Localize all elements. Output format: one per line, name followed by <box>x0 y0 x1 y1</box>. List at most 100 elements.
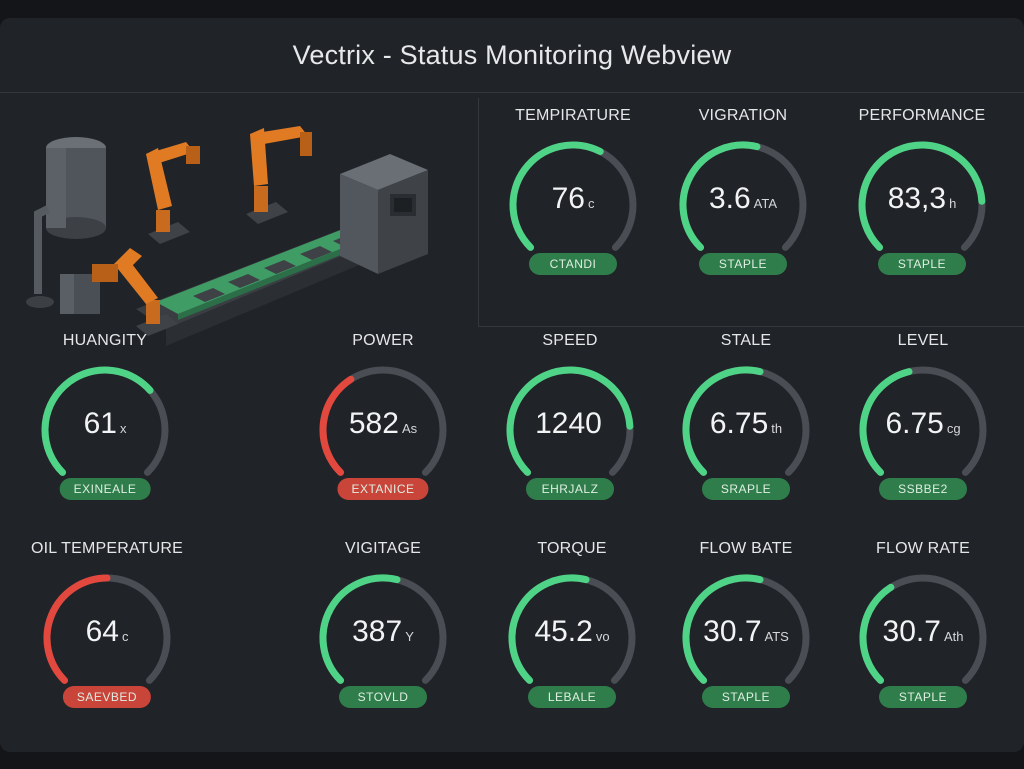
gauge-stale: STALE 6.75 th SRAPLE <box>656 332 836 532</box>
status-badge: SAEVBED <box>62 686 152 708</box>
status-badge: STAPLE <box>702 686 790 708</box>
gauge-vigitage: VIGITAGE 387 Y STOVLD <box>293 540 473 740</box>
gauge-torque: TORQUE 45.2 vo LEBALE <box>482 540 662 740</box>
gauge-fill <box>506 366 634 476</box>
press-machine <box>340 154 428 274</box>
gauge-label: VIGITAGE <box>345 540 421 557</box>
status-badge: EHRJALZ <box>526 478 614 500</box>
gauge-speed: SPEED 1240 EHRJALZ <box>480 332 660 532</box>
gauge-unit: ATA <box>753 196 778 211</box>
gauge-value: 45.2 <box>534 615 593 648</box>
gauge-value: 64 <box>85 615 119 648</box>
gauge-fill <box>319 574 401 684</box>
gauge-oil-temperature: OIL TEMPERATURE 64 c SAEVBED <box>17 540 197 740</box>
gauge-huangity: HUANGITY 61 x EXINEALE <box>15 332 195 532</box>
gauge-ring <box>506 366 634 476</box>
gauge-value: 83,3 <box>887 182 947 215</box>
window-title: Vectrix - Status Monitoring Webview <box>292 39 732 70</box>
gauge-unit: th <box>771 421 783 436</box>
gauge-unit: c <box>587 196 595 211</box>
factory-illustration <box>26 126 428 346</box>
gauge-label: TORQUE <box>537 540 607 557</box>
gauge-fill <box>682 366 764 476</box>
gauge-fill <box>858 141 986 251</box>
status-badge: STAPLE <box>878 253 966 275</box>
gauge-unit: x <box>119 421 127 436</box>
gauge-fill <box>319 375 355 476</box>
gauge-readout: 387 Y <box>293 615 473 649</box>
gauge-unit: c <box>121 629 129 644</box>
gauge-fill <box>509 141 604 251</box>
gauge-unit: vo <box>595 629 610 644</box>
gauge-fill <box>43 574 111 684</box>
gauge-ring <box>859 366 987 476</box>
window-header: Vectrix - Status Monitoring Webview <box>0 18 1024 93</box>
gauge-readout: 61 x <box>15 407 195 441</box>
gauge-readout: 76 c <box>483 182 663 216</box>
status-badge: SSBBE2 <box>879 478 967 500</box>
gauge-ring <box>41 366 169 476</box>
gauge-value: 6.75 <box>709 407 769 440</box>
gauge-label: PERFORMANCE <box>858 107 986 124</box>
gauge-flow-bate: FLOW BATE 30.7 ATS STAPLE <box>656 540 836 740</box>
status-badge: EXINEALE <box>59 478 151 500</box>
robot-arm-1 <box>146 142 200 244</box>
robot-arm-2 <box>246 126 312 224</box>
top-gauge-panel <box>478 98 1024 327</box>
gauge-performance: PERFORMANCE 83,3 h STAPLE <box>832 107 1012 307</box>
gauge-readout: 30.7 ATS <box>656 615 836 649</box>
gauge-readout: 83,3 h <box>832 182 1012 216</box>
gauge-readout: 3.6 ATA <box>653 182 833 216</box>
gauge-ring <box>43 574 171 684</box>
gauge-readout: 6.75 cg <box>833 407 1013 441</box>
gauge-level: LEVEL 6.75 cg SSBBE2 <box>833 332 1013 532</box>
gauge-unit: ATS <box>764 629 789 644</box>
gauge-unit: Ath <box>943 629 964 644</box>
gauge-ring <box>508 574 636 684</box>
gauge-ring <box>858 141 986 251</box>
status-badge: SRAPLE <box>702 478 790 500</box>
gauge-vigration: VIGRATION 3.6 ATA STAPLE <box>653 107 833 307</box>
gauge-label: POWER <box>352 332 414 349</box>
gauge-value: 6.75 <box>885 407 944 440</box>
gauge-label: TEMPIRATURE <box>515 107 631 124</box>
gauge-value: 387 <box>352 615 403 648</box>
gauge-label: HUANGITY <box>62 332 148 349</box>
status-badge: EXTANICE <box>337 478 429 500</box>
gauge-value: 30.7 <box>882 615 941 648</box>
gauge-ring <box>682 574 810 684</box>
gauge-ring <box>319 574 447 684</box>
status-badge: STAPLE <box>879 686 967 708</box>
storage-tank <box>46 137 106 239</box>
gauge-label: VIGRATION <box>698 107 788 124</box>
gauge-ring <box>509 141 637 251</box>
gauge-fill <box>859 368 913 476</box>
gauge-label: FLOW RATE <box>876 540 970 557</box>
gauge-readout: 582 As <box>293 407 473 441</box>
gauge-unit: cg <box>946 421 961 436</box>
gauge-readout: 1240 <box>480 407 660 441</box>
gauge-value: 30.7 <box>703 615 762 648</box>
status-badge: STOVLD <box>339 686 427 708</box>
gauge-readout: 64 c <box>17 615 197 649</box>
gauge-value: 76 <box>551 182 585 215</box>
gauge-label: SPEED <box>542 332 598 349</box>
gauge-label: FLOW BATE <box>699 540 793 557</box>
gauge-fill <box>682 574 764 684</box>
gauge-ring <box>679 141 807 251</box>
status-badge: LEBALE <box>528 686 616 708</box>
gauge-readout: 45.2 vo <box>482 615 662 649</box>
gauge-fill <box>859 583 895 684</box>
gauge-label: LEVEL <box>897 332 949 349</box>
gauge-flow-rate: FLOW RATE 30.7 Ath STAPLE <box>833 540 1013 740</box>
gauge-ring <box>682 366 810 476</box>
gauge-readout: 30.7 Ath <box>833 615 1013 649</box>
status-badge: CTANDI <box>529 253 617 275</box>
robot-arm-3 <box>92 248 178 336</box>
gauge-unit: As <box>401 421 418 436</box>
gauge-ring <box>319 366 447 476</box>
gauge-label: STALE <box>720 332 772 349</box>
gauge-unit: Y <box>405 629 414 644</box>
gauge-fill <box>41 366 154 476</box>
gauge-value: 61 <box>83 407 117 440</box>
